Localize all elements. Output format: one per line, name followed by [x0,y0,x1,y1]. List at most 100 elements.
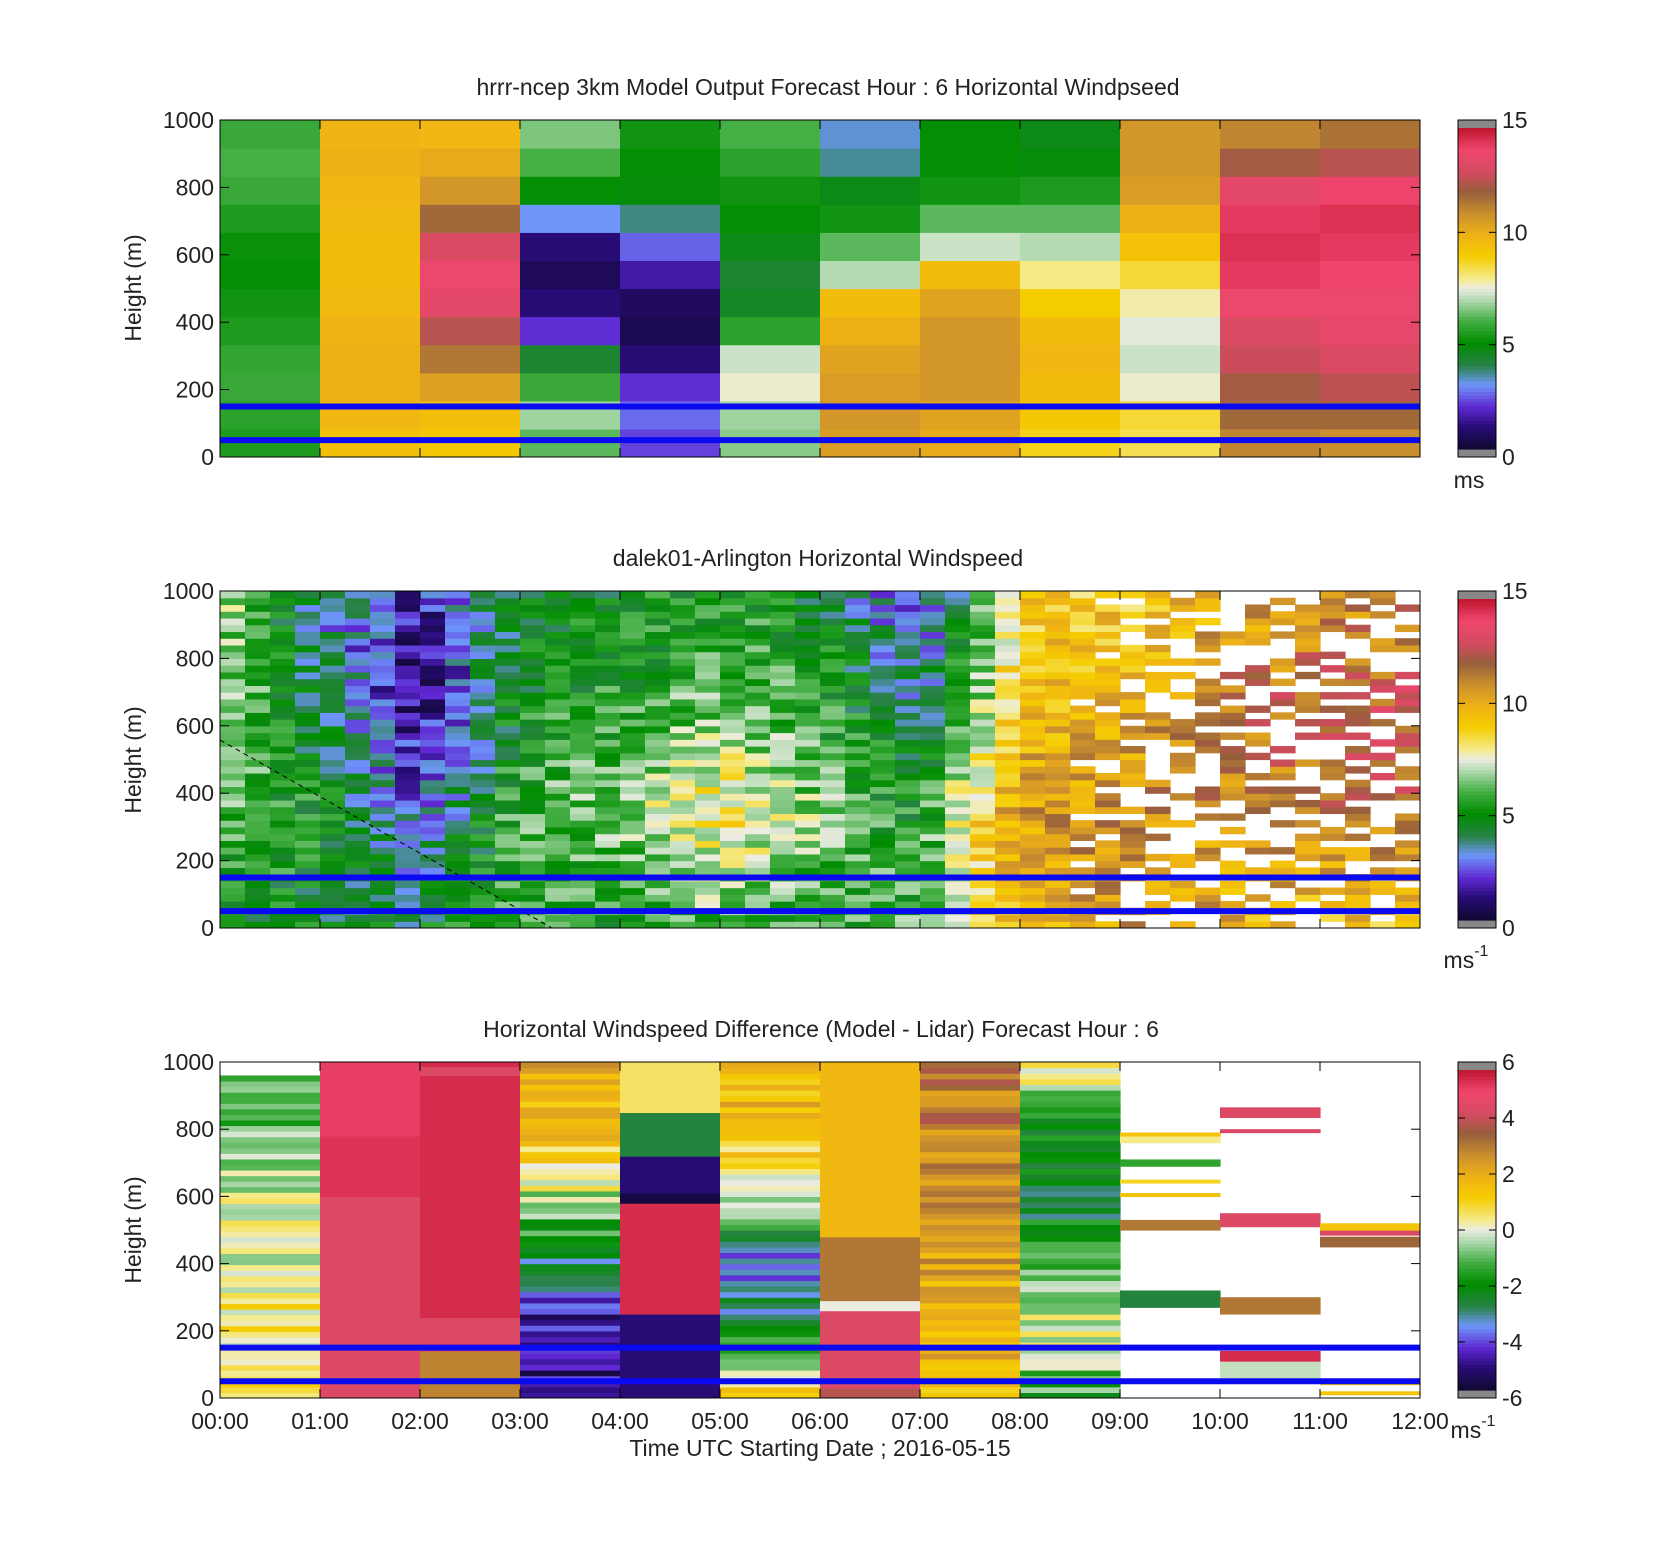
panel-lidar-cell [720,604,746,612]
panel-difference-cell [520,1084,621,1091]
panel-difference-cell [520,1112,621,1119]
panel-lidar-cell [745,806,771,815]
panel-lidar-cell [245,671,271,680]
panel-lidar-cell [520,806,546,815]
panel-lidar-cell [1395,698,1420,707]
panel-lidar-cell [1345,853,1371,862]
panel-lidar-cell [920,611,946,619]
panel-lidar-cell [320,860,346,868]
panel-lidar-cell [470,766,496,774]
panel-lidar-cell [845,880,871,889]
panel-lidar-cell [770,671,796,680]
panel-lidar-cell [770,712,796,720]
panel-lidar-cell [395,611,421,619]
panel-difference-cell [920,1330,1021,1337]
panel-lidar-cell [1020,597,1046,606]
panel-lidar-cell [920,591,946,599]
panel-lidar-cell [970,732,996,740]
panel-lidar-cell [795,826,821,835]
panel-lidar-cell [395,847,421,855]
panel-lidar-cell [420,820,446,828]
panel-lidar-cell [545,820,571,828]
panel-lidar-cell [1170,692,1196,700]
panel-lidar-cell [870,671,896,680]
panel-lidar-cell [945,671,971,680]
panel-lidar-cell [1070,597,1096,606]
panel-model-colorbar-step [1458,160,1496,165]
panel-lidar-cell [420,705,446,713]
panel-model-colorbar-step [1458,295,1496,300]
panel-difference-x-tick-label: 08:00 [991,1408,1049,1434]
panel-lidar-cell [620,894,646,902]
panel-lidar-cell [345,860,371,868]
panel-lidar-cell [245,759,271,767]
panel-lidar-cell [895,752,921,761]
panel-model-cell [1120,232,1221,262]
panel-lidar-cell [1145,813,1171,821]
panel-lidar-cell [770,617,796,626]
panel-lidar-cell [895,692,921,700]
panel-lidar-colorbar-step [1458,788,1496,793]
panel-lidar-cell [820,651,846,659]
panel-lidar-cell [945,597,971,606]
panel-difference-colorbar-step [1458,1102,1496,1107]
panel-lidar-cell [420,847,446,855]
panel-difference-cell [920,1129,1021,1136]
panel-lidar-cell [995,591,1021,599]
panel-lidar-cell [320,665,346,673]
panel-lidar-cell [795,867,821,875]
panel-lidar-cell [495,894,521,902]
panel-lidar-cell [270,840,296,848]
panel-lidar-cell [495,887,521,895]
panel-lidar-cell [320,604,346,612]
panel-difference-colorbar-step [1458,1116,1496,1121]
panel-lidar-cell [270,597,296,606]
panel-lidar-cell [470,894,496,902]
panel-lidar-cell [820,746,846,754]
panel-difference-colorbar-step [1458,1180,1496,1185]
panel-lidar-colorbar-step [1458,912,1496,918]
panel-lidar-cell [720,665,746,673]
panel-lidar-cell [720,779,746,788]
panel-lidar-cell [470,793,496,801]
panel-lidar-cell [545,826,571,835]
panel-lidar-cell [395,766,421,774]
panel-model-cell [1020,260,1121,290]
panel-lidar-cell [670,671,696,680]
panel-lidar-cell [1045,901,1071,909]
panel-lidar-colorbar-step [1458,627,1496,632]
panel-lidar-cell [945,914,971,922]
panel-difference-colorbar-step [1458,1262,1496,1267]
panel-difference-cell [920,1196,1021,1203]
panel-lidar-cell [570,678,596,686]
panel-lidar-cell [245,638,271,646]
panel-lidar-cell [845,799,871,808]
panel-lidar-cell [295,746,321,754]
panel-lidar-cell [1020,772,1046,781]
panel-lidar-cell [995,617,1021,626]
panel-lidar-colorbar-step [1458,698,1496,704]
panel-lidar-cell [995,698,1021,707]
panel-model-colorbar-step [1458,195,1496,200]
panel-lidar-cell [1095,840,1121,848]
panel-lidar-cell [870,833,896,841]
panel-lidar-cell [645,786,671,794]
panel-lidar-cell [570,799,596,808]
panel-difference-cell [820,1300,921,1312]
panel-lidar-cell [420,725,446,734]
panel-difference-cell [1020,1190,1121,1197]
panel-model-colorbar-step [1458,149,1496,154]
panel-model-cell [720,260,821,290]
panel-lidar-cell [320,867,346,875]
panel-lidar-cell [620,806,646,815]
panel-model-cell [420,428,521,457]
panel-lidar-cell [1195,793,1221,801]
panel-lidar-cell [945,853,971,862]
panel-lidar-cell [895,840,921,848]
panel-difference-cell [1020,1101,1121,1108]
panel-model-cell [320,232,421,262]
panel-model-colorbar-step [1458,142,1496,147]
panel-lidar-cell [220,887,246,895]
panel-lidar-cell [470,651,496,659]
panel-difference-reference-lines [220,1344,1420,1385]
